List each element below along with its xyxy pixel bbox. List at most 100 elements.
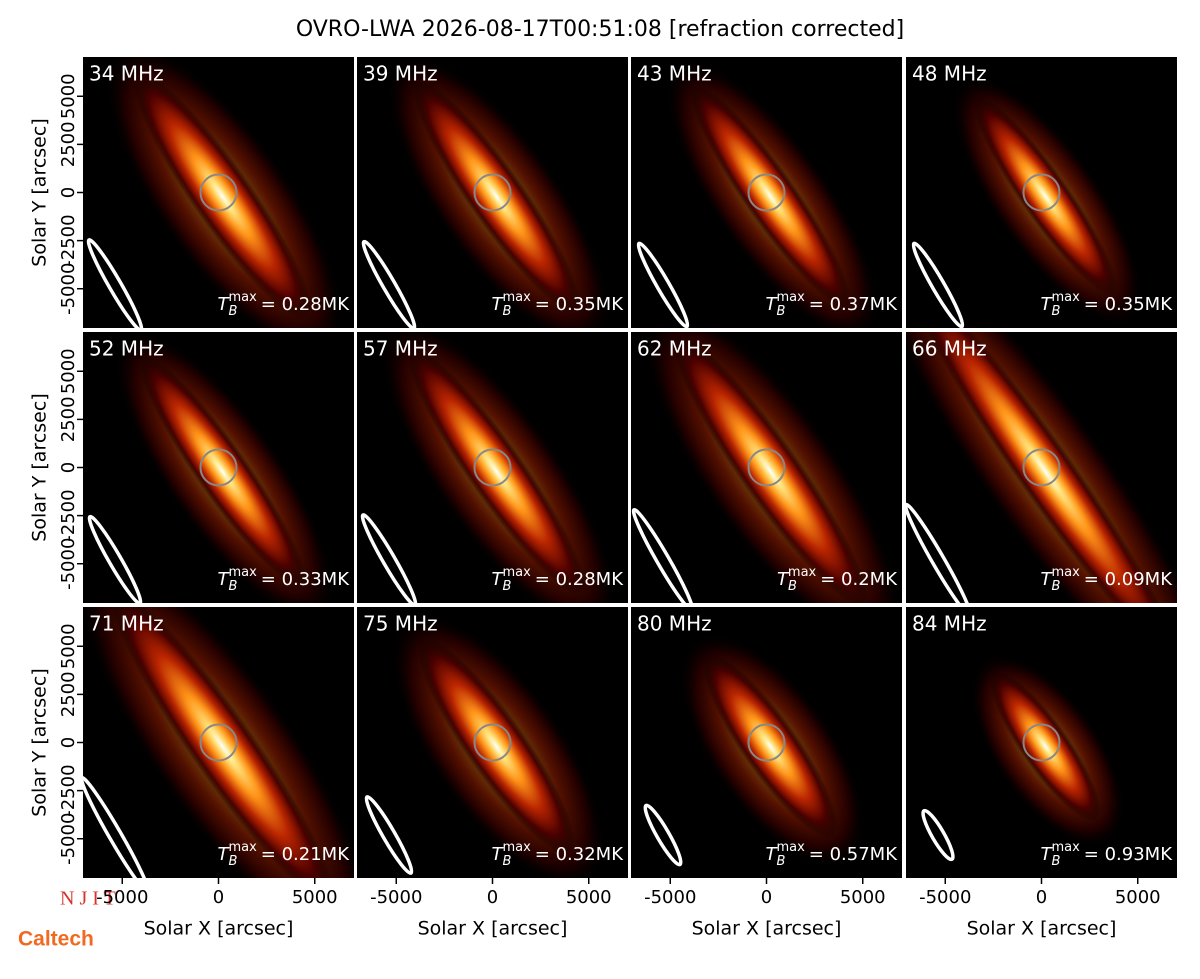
panel: [906, 332, 1177, 603]
x-tick-label: -5000: [96, 887, 148, 908]
x-tick-label: 5000: [292, 887, 338, 908]
solar-disk: [1022, 448, 1061, 487]
tb-max-label: TBmax = 0.09MK: [1041, 565, 1174, 594]
beam: [636, 241, 690, 328]
solar-disk: [1022, 723, 1061, 762]
emission: [110, 607, 335, 878]
solar-disk: [473, 723, 512, 762]
beam: [631, 507, 695, 603]
beam: [643, 803, 683, 867]
x-tick-label: 0: [487, 887, 498, 908]
frequency-label: 57 MHz: [363, 337, 438, 361]
y-tick-label: 0: [58, 462, 79, 473]
tb-max-label: TBmax = 0.32MK: [492, 840, 625, 869]
y-tick-label: -5000: [58, 538, 79, 590]
tb-value: = 0.35MK: [1084, 294, 1173, 315]
solar-disk: [473, 448, 512, 487]
x-tick-label: -5000: [370, 887, 422, 908]
emission: [990, 671, 1101, 822]
emission: [690, 84, 851, 309]
panel: [906, 607, 1177, 878]
x-tick-label: -5000: [644, 887, 696, 908]
y-tick-label: -2500: [58, 214, 79, 266]
caltech-logo: Caltech: [18, 928, 94, 951]
tb-value: = 0.21MK: [261, 844, 350, 865]
x-tick-label: 5000: [566, 887, 612, 908]
tb-symbol: T: [1041, 844, 1054, 865]
y-tick-label: 2500: [58, 121, 79, 167]
tb-max-label: TBmax = 0.2MK: [777, 565, 898, 594]
solar-disk: [747, 173, 786, 212]
tb-sup: max: [788, 565, 817, 580]
beam: [911, 241, 965, 328]
tb-value: = 0.2MK: [820, 569, 898, 590]
x-axis-label: Solar X [arcsec]: [692, 918, 842, 940]
tb-sub: B: [503, 304, 512, 319]
panel: [631, 332, 902, 603]
panel: [631, 607, 902, 878]
y-tick-label: 5000: [58, 623, 79, 669]
y-tick-label: 2500: [58, 396, 79, 442]
emission: [417, 638, 576, 855]
solar-disk: [747, 723, 786, 762]
njit-logo: N J I T: [60, 888, 116, 910]
x-tick-label: -5000: [919, 887, 971, 908]
tb-max-label: TBmax = 0.35MK: [1041, 290, 1174, 319]
panel: [83, 607, 354, 878]
tb-max-label: TBmax = 0.33MK: [218, 565, 351, 594]
tb-symbol: T: [492, 294, 505, 315]
tb-sup: max: [1051, 290, 1080, 305]
tb-sub: B: [229, 854, 238, 869]
solar-disk: [473, 173, 512, 212]
x-tick-label: 0: [1036, 887, 1047, 908]
tb-value: = 0.37MK: [809, 294, 898, 315]
y-tick-label: 2500: [58, 671, 79, 717]
tb-sup: max: [502, 565, 531, 580]
panel: [357, 332, 628, 603]
emission: [703, 654, 838, 839]
tb-sup: max: [228, 290, 257, 305]
solar-disk: [1022, 173, 1061, 212]
tb-symbol: T: [218, 294, 231, 315]
beam: [83, 776, 151, 878]
y-axis-label: Solar Y [arcsec]: [29, 118, 51, 266]
beam: [86, 238, 144, 328]
y-tick-label: 0: [58, 187, 79, 198]
x-axis-label: Solar X [arcsec]: [418, 918, 568, 940]
panel: [357, 57, 628, 328]
tb-value: = 0.93MK: [1084, 844, 1173, 865]
y-tick-label: -2500: [58, 764, 79, 816]
x-tick-label: 5000: [1115, 887, 1161, 908]
frequency-label: 71 MHz: [89, 612, 164, 636]
tb-sub: B: [1052, 304, 1061, 319]
y-tick-label: 5000: [58, 348, 79, 394]
panel: [906, 57, 1177, 328]
tb-max-label: TBmax = 0.93MK: [1041, 840, 1174, 869]
y-tick-label: 5000: [58, 73, 79, 119]
tb-sub: B: [777, 854, 786, 869]
figure-title: OVRO-LWA 2026-08-17T00:51:08 [refraction…: [296, 17, 904, 42]
tb-value: = 0.33MK: [261, 569, 350, 590]
solar-disk: [199, 448, 238, 487]
tb-sub: B: [788, 579, 797, 594]
y-axis-label: Solar Y [arcsec]: [29, 393, 51, 541]
panel: [83, 57, 354, 328]
frequency-label: 48 MHz: [912, 62, 987, 86]
frequency-label: 62 MHz: [637, 337, 712, 361]
tb-sup: max: [502, 290, 531, 305]
x-axis-label: Solar X [arcsec]: [967, 918, 1117, 940]
tb-sub: B: [229, 579, 238, 594]
tb-symbol: T: [766, 294, 779, 315]
tb-symbol: T: [766, 844, 779, 865]
frequency-label: 34 MHz: [89, 62, 164, 86]
tb-sup: max: [228, 840, 257, 855]
beam: [921, 808, 955, 862]
panel: [83, 332, 354, 603]
x-tick-label: 0: [761, 887, 772, 908]
tb-max-label: TBmax = 0.28MK: [218, 290, 351, 319]
tb-symbol: T: [218, 569, 231, 590]
tb-sup: max: [776, 290, 805, 305]
emission: [412, 80, 581, 313]
emission: [911, 332, 1177, 603]
